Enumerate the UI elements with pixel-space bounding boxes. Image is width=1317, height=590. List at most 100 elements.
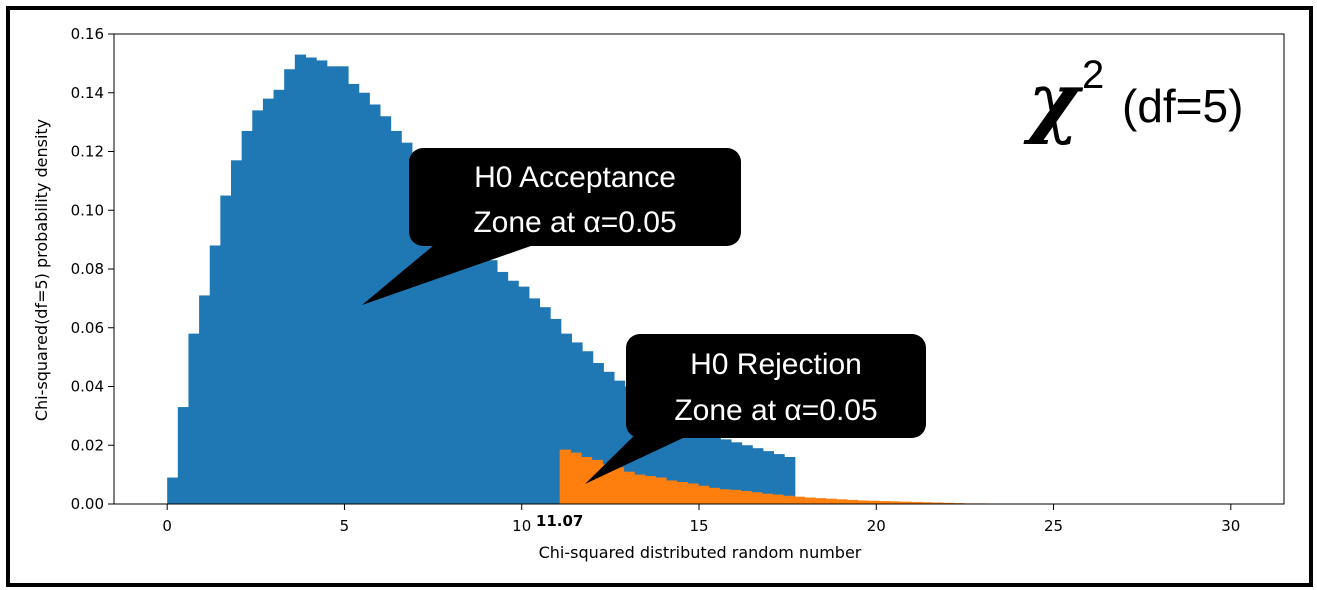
acceptance-bar-19 <box>369 104 381 504</box>
rejection-bar-16 <box>729 489 742 504</box>
rejection-bar-31 <box>889 501 901 504</box>
acceptance-callout-box <box>409 148 741 246</box>
acceptance-bar-0 <box>167 477 179 504</box>
acceptance-bar-26 <box>443 204 455 505</box>
acceptance-bar-17 <box>348 83 360 504</box>
acceptance-bar-27 <box>454 219 466 504</box>
acceptance-bar-41 <box>603 371 615 504</box>
rejection-callout-box <box>626 334 926 438</box>
acceptance-bar-7 <box>241 130 253 504</box>
rejection-bar-2 <box>580 457 593 504</box>
rejection-bar-12 <box>687 483 699 504</box>
y-axis: 0.00 0.02 0.04 0.06 0.08 0.10 0.12 0.14 0.16 <box>71 25 114 513</box>
acceptance-bar-37 <box>560 333 572 505</box>
acceptance-bar-48 <box>677 421 689 504</box>
y-tick-label-3: 0.06 <box>71 319 104 337</box>
acceptance-bar-13 <box>305 57 317 504</box>
acceptance-bar-42 <box>613 380 626 505</box>
acceptance-bar-52 <box>720 439 732 505</box>
x-tick-label-10: 10 <box>512 517 531 535</box>
y-tick-label-8: 0.16 <box>71 25 104 43</box>
rejection-bar-0 <box>559 449 571 504</box>
rejection-bar-35 <box>931 502 944 504</box>
rejection-bar-30 <box>878 501 890 504</box>
acceptance-bar-4 <box>209 245 221 504</box>
acceptance-bar-9 <box>262 98 275 505</box>
acceptance-bar-53 <box>730 442 743 504</box>
acceptance-bar-18 <box>358 92 370 504</box>
rejection-bar-27 <box>846 499 859 504</box>
y-tick-label-0: 0.00 <box>71 495 104 513</box>
acceptance-line-2: Zone at α=0.05 <box>473 206 676 239</box>
x-tick-label-15: 15 <box>689 517 708 535</box>
acceptance-bar-56 <box>762 451 775 505</box>
acceptance-bar-38 <box>571 342 583 504</box>
acceptance-bar-35 <box>539 307 551 504</box>
acceptance-bar-39 <box>582 351 594 504</box>
histogram-bars <box>167 54 997 505</box>
x-axis-label: Chi-squared distributed random number <box>539 543 862 562</box>
acceptance-bar-2 <box>188 333 200 505</box>
acceptance-bar-12 <box>294 54 307 505</box>
rejection-bar-7 <box>634 474 646 505</box>
acceptance-bar-55 <box>752 448 764 504</box>
rejection-bar-1 <box>570 452 582 504</box>
acceptance-bar-33 <box>518 286 530 505</box>
rejection-bar-21 <box>783 495 795 504</box>
rejection-bar-13 <box>697 485 710 504</box>
rejection-bar-10 <box>666 480 678 504</box>
x-tick-label-30: 30 <box>1221 517 1240 535</box>
rejection-line-1: H0 Rejection <box>690 348 862 381</box>
acceptance-bar-46 <box>656 410 668 504</box>
chi-superscript: 2 <box>1082 53 1104 97</box>
rejection-bar-5 <box>612 467 625 504</box>
rejection-bar-26 <box>836 499 848 504</box>
acceptance-bar-28 <box>465 230 477 504</box>
acceptance-bar-14 <box>316 60 328 504</box>
acceptance-bar-40 <box>592 363 604 504</box>
rejection-bar-3 <box>591 459 603 504</box>
acceptance-bar-16 <box>337 66 349 504</box>
critical-value-label: 11.07 <box>536 512 583 530</box>
acceptance-line-1: H0 Acceptance <box>474 161 676 194</box>
acceptance-bar-36 <box>550 318 562 504</box>
acceptance-bar-54 <box>741 445 753 504</box>
y-tick-label-5: 0.10 <box>71 201 104 219</box>
acceptance-bar-29 <box>475 242 487 504</box>
y-tick-label-6: 0.12 <box>71 143 104 161</box>
acceptance-bar-30 <box>486 260 498 504</box>
acceptance-bar-32 <box>507 280 519 504</box>
rejection-bar-23 <box>804 497 816 504</box>
acceptance-bar-5 <box>220 195 232 504</box>
rejection-bar-17 <box>740 491 752 504</box>
rejection-bar-29 <box>868 500 880 504</box>
rejection-line-2: Zone at α=0.05 <box>674 394 877 427</box>
acceptance-bar-21 <box>390 130 402 504</box>
acceptance-bar-45 <box>645 404 658 505</box>
y-tick-label-7: 0.14 <box>71 84 104 102</box>
x-tick-label-25: 25 <box>1044 517 1063 535</box>
y-axis-label: Chi-squared(df=5) probability density <box>32 119 51 421</box>
acceptance-bar-49 <box>688 427 700 505</box>
acceptance-bar-15 <box>326 66 338 504</box>
rejection-bar-22 <box>793 496 805 504</box>
acceptance-callout-pointer <box>362 240 548 305</box>
acceptance-bar-58 <box>784 457 796 504</box>
acceptance-bar-6 <box>231 160 243 504</box>
acceptance-bar-51 <box>709 436 721 504</box>
acceptance-bar-57 <box>773 454 785 504</box>
rejection-bar-20 <box>772 494 784 504</box>
rejection-bar-15 <box>719 489 731 504</box>
x-tick-label-20: 20 <box>867 517 886 535</box>
rejection-callout: H0 Rejection Zone at α=0.05 <box>585 334 926 484</box>
rejection-bar-19 <box>761 493 773 504</box>
acceptance-bar-11 <box>284 69 296 504</box>
x-tick-label-5: 5 <box>340 517 350 535</box>
rejection-bar-9 <box>655 477 667 504</box>
chi-symbol: χ <box>1023 56 1084 147</box>
rejection-bar-14 <box>708 487 720 504</box>
acceptance-bar-24 <box>422 175 434 504</box>
acceptance-bar-8 <box>252 110 264 505</box>
rejection-bar-24 <box>814 498 827 505</box>
